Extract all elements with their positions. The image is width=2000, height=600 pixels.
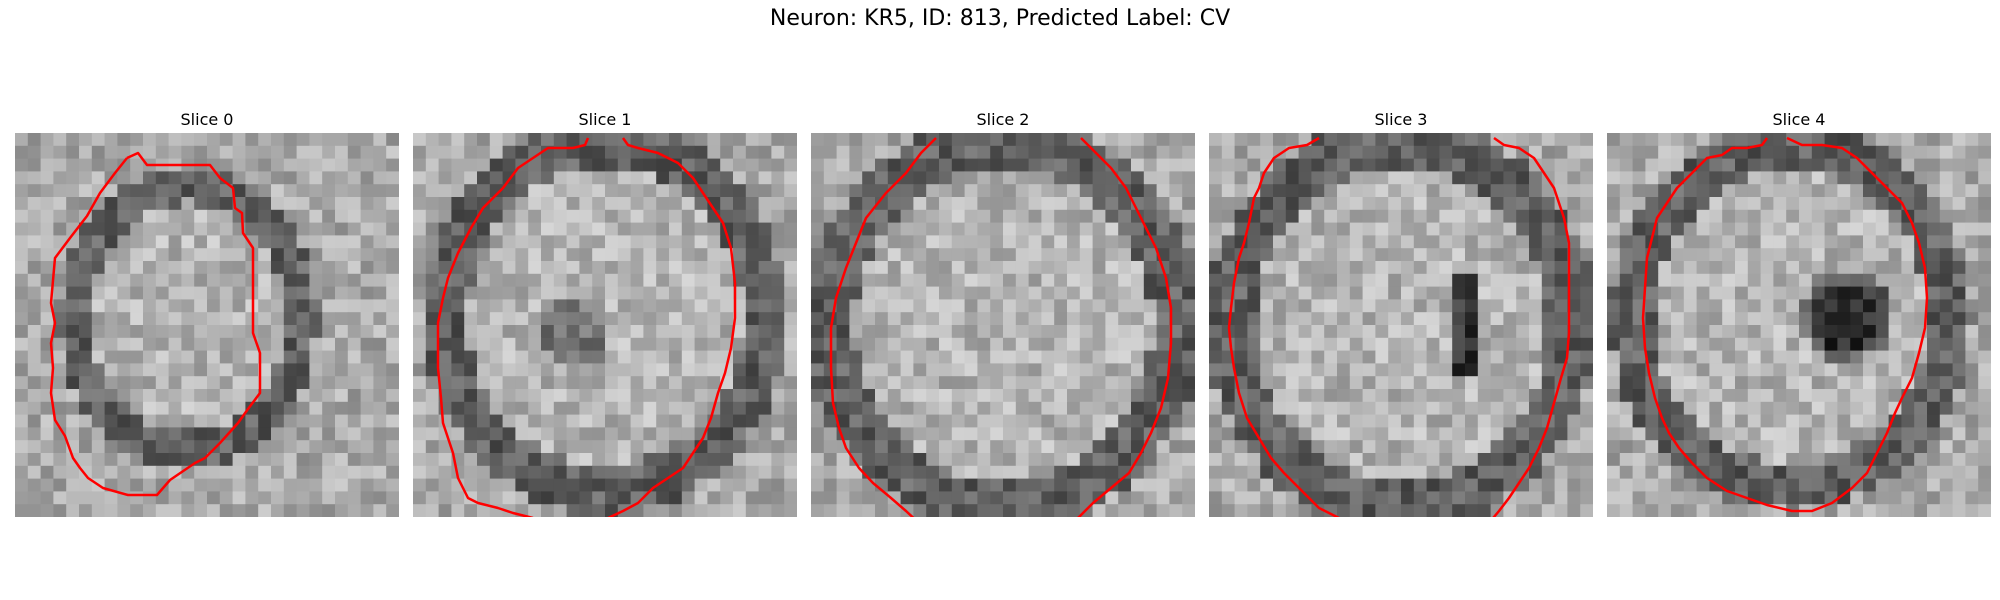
slice-image — [413, 133, 797, 517]
slice-title: Slice 2 — [976, 110, 1030, 129]
contour-line — [436, 137, 590, 517]
contour-line — [1641, 136, 1929, 513]
contour-line — [829, 137, 937, 517]
contour-line — [1076, 137, 1173, 517]
contour-line — [49, 151, 262, 497]
slice-title: Slice 4 — [1772, 110, 1826, 129]
contour-line — [607, 137, 737, 517]
figure-title: Neuron: KR5, ID: 813, Predicted Label: C… — [769, 6, 1231, 31]
grayscale-pixels — [413, 133, 797, 517]
slice-title: Slice 0 — [180, 110, 234, 129]
slice-title: Slice 1 — [578, 110, 632, 129]
grayscale-pixels — [15, 133, 399, 517]
slice-image — [811, 133, 1195, 517]
grayscale-pixels — [811, 133, 1195, 517]
slice-title: Slice 3 — [1374, 110, 1428, 129]
contour-line — [1492, 136, 1571, 517]
slice-image — [15, 133, 399, 517]
grayscale-pixels — [1607, 133, 1991, 517]
slice-image — [1607, 133, 1991, 517]
slice-image — [1209, 133, 1593, 517]
grayscale-pixels — [1209, 133, 1593, 517]
contour-line — [1227, 136, 1340, 517]
